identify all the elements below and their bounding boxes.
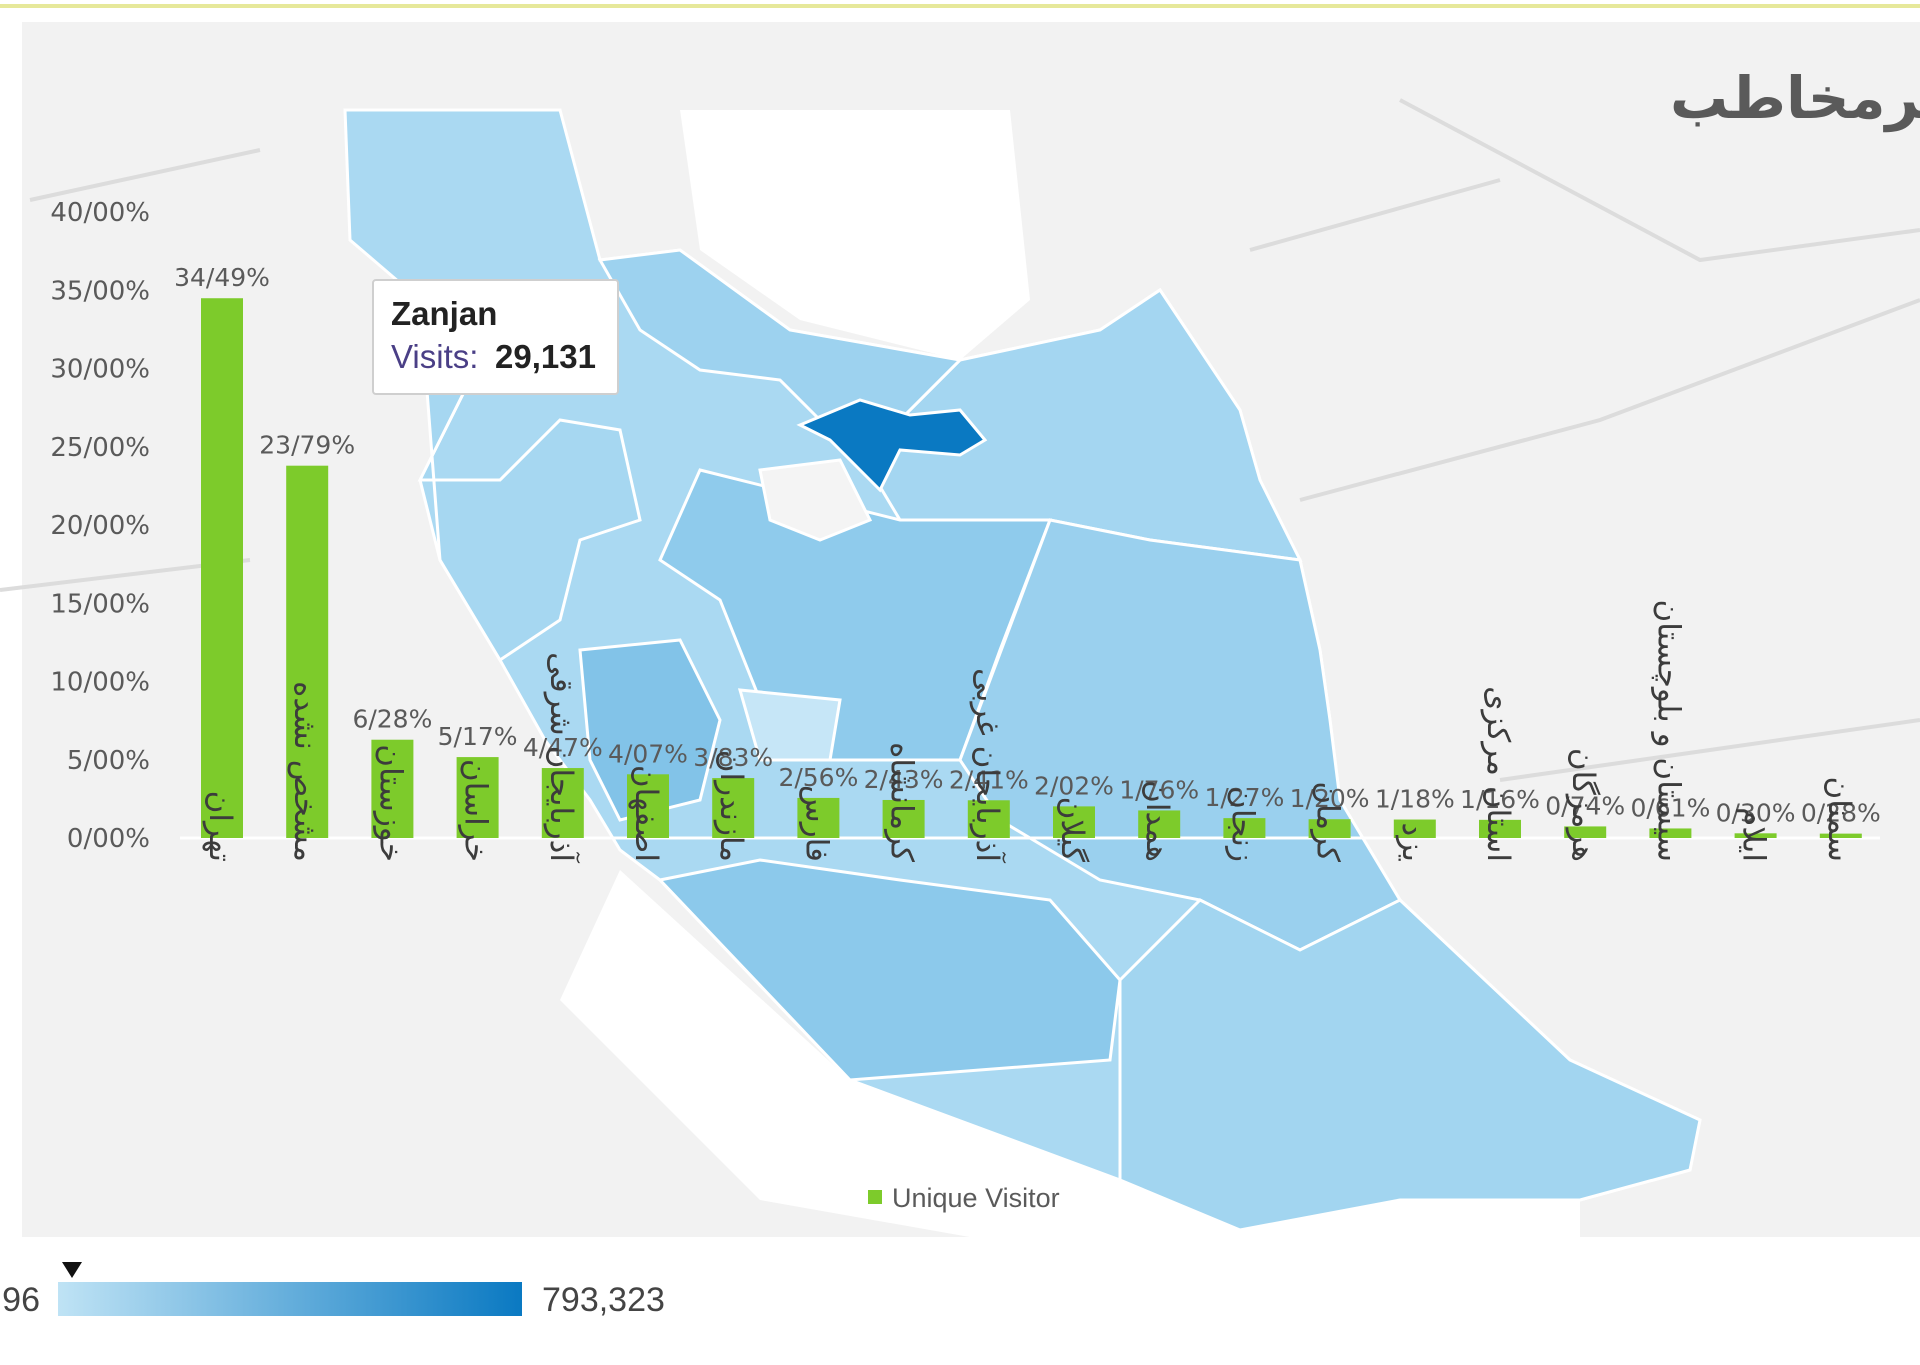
data-label: 2/41% (949, 765, 1029, 794)
category-label: آذربایجان غربی (969, 668, 1007, 863)
data-label: 0/28% (1801, 799, 1881, 828)
data-label: 1/20% (1290, 784, 1370, 813)
scale-max-label: 793,323 (542, 1281, 665, 1319)
bar[interactable] (967, 800, 1010, 838)
category-label: فارس (798, 785, 834, 862)
bar[interactable] (797, 797, 840, 838)
data-label: 34/49% (174, 263, 270, 292)
y-tick-label: 25/00% (50, 433, 150, 463)
y-tick-label: 40/00% (50, 198, 150, 228)
tooltip-key: Visits: (391, 338, 478, 375)
data-label: 23/79% (259, 431, 355, 460)
category-label: گیلان (1054, 797, 1090, 863)
bar[interactable] (1308, 819, 1351, 838)
category-label: کرمانشاه (884, 742, 920, 862)
y-tick-label: 10/00% (50, 668, 150, 698)
legend-swatch (868, 1190, 882, 1204)
category-label: استان مرکزی (1480, 686, 1516, 862)
data-labels: 34/49% 23/79% 6/28%5/17% 4/47% 4/07% 3/83%2/5… (174, 263, 1881, 827)
data-label: 0/30% (1716, 798, 1796, 827)
y-axis-ticks: 0/00% 5/00% 10/00% 15/00% 20/00% 25/00% 30/00%… (50, 198, 150, 854)
data-label: 2/02% (1034, 771, 1114, 800)
bar[interactable] (627, 774, 669, 838)
bar[interactable] (286, 465, 329, 838)
y-tick-label: 0/00% (67, 824, 150, 854)
chart-title: آمار بازدید ۳ ماه گذشته براساس شهرهای پر… (1670, 62, 1920, 133)
category-label: سیستان و بلوچستان (1650, 599, 1686, 862)
category-label: تهران (202, 791, 238, 862)
category-label: خراسان (458, 759, 494, 862)
data-label: 5/17% (438, 722, 518, 751)
tooltip-value: 29,131 (495, 338, 596, 375)
y-tick-label: 5/00% (67, 746, 150, 776)
category-label: مشخص نشده (287, 681, 323, 862)
category-label: اصفهان (628, 765, 664, 862)
category-label: یزد (1395, 822, 1431, 862)
bar[interactable] (1138, 810, 1181, 838)
category-label: سمنان (1821, 777, 1857, 862)
category-label: آذربایجان شرقی (543, 652, 581, 863)
bar[interactable] (1649, 828, 1692, 838)
data-label: 0/61% (1630, 793, 1710, 822)
bar[interactable] (712, 778, 755, 838)
data-label: 1/76% (1119, 775, 1199, 804)
bar[interactable] (882, 799, 925, 838)
bar[interactable] (371, 739, 414, 838)
bar[interactable] (1734, 833, 1777, 838)
category-label: زنجان (1224, 786, 1260, 862)
legend: Unique Visitor (868, 1183, 1060, 1213)
data-label: 1/27% (1204, 783, 1284, 812)
bar[interactable] (1564, 826, 1607, 838)
y-tick-label: 15/00% (50, 589, 150, 619)
data-label: 6/28% (352, 705, 432, 734)
data-label: 0/74% (1545, 791, 1625, 820)
legend-label: Unique Visitor (892, 1183, 1060, 1213)
data-label: 1/18% (1375, 785, 1455, 814)
data-label: 4/47% (523, 733, 603, 762)
category-label: کرمان (1310, 781, 1346, 862)
color-scale: 96 793,323 (2, 1262, 665, 1319)
bar[interactable] (541, 768, 584, 838)
bar[interactable] (1479, 819, 1521, 838)
tooltip: Zanjan Visits: 29,131 (372, 279, 619, 395)
scale-min-label: 96 (2, 1281, 40, 1319)
category-label: خوزستان (372, 744, 408, 862)
category-label: هرمزگان (1565, 748, 1601, 862)
category-label: ایلام (1736, 807, 1772, 862)
y-tick-label: 30/00% (50, 355, 150, 385)
category-labels: تهران مشخص نشده خوزستان خراسان آذربایجان شرق… (202, 599, 1857, 863)
category-label: همدان (1139, 780, 1175, 862)
data-label: 1/16% (1460, 785, 1540, 814)
y-tick-label: 35/00% (50, 276, 150, 306)
bar[interactable] (201, 298, 243, 838)
bar[interactable] (1393, 819, 1436, 838)
data-label: 3/83% (693, 743, 773, 772)
scale-gradient-bar (58, 1282, 522, 1316)
y-tick-label: 20/00% (50, 511, 150, 541)
category-label: مازندران (713, 750, 749, 862)
bar[interactable] (1053, 806, 1095, 838)
data-label: 2/56% (778, 763, 858, 792)
bar[interactable] (456, 757, 499, 838)
data-label: 2/43% (864, 765, 944, 794)
bar[interactable] (1819, 833, 1862, 838)
map-highlighted-province[interactable] (796, 398, 988, 493)
scale-marker-icon (62, 1262, 82, 1278)
bar-series (201, 298, 1862, 838)
data-label: 4/07% (608, 739, 688, 768)
tooltip-name: Zanjan (391, 295, 497, 332)
bar[interactable] (1223, 818, 1266, 838)
